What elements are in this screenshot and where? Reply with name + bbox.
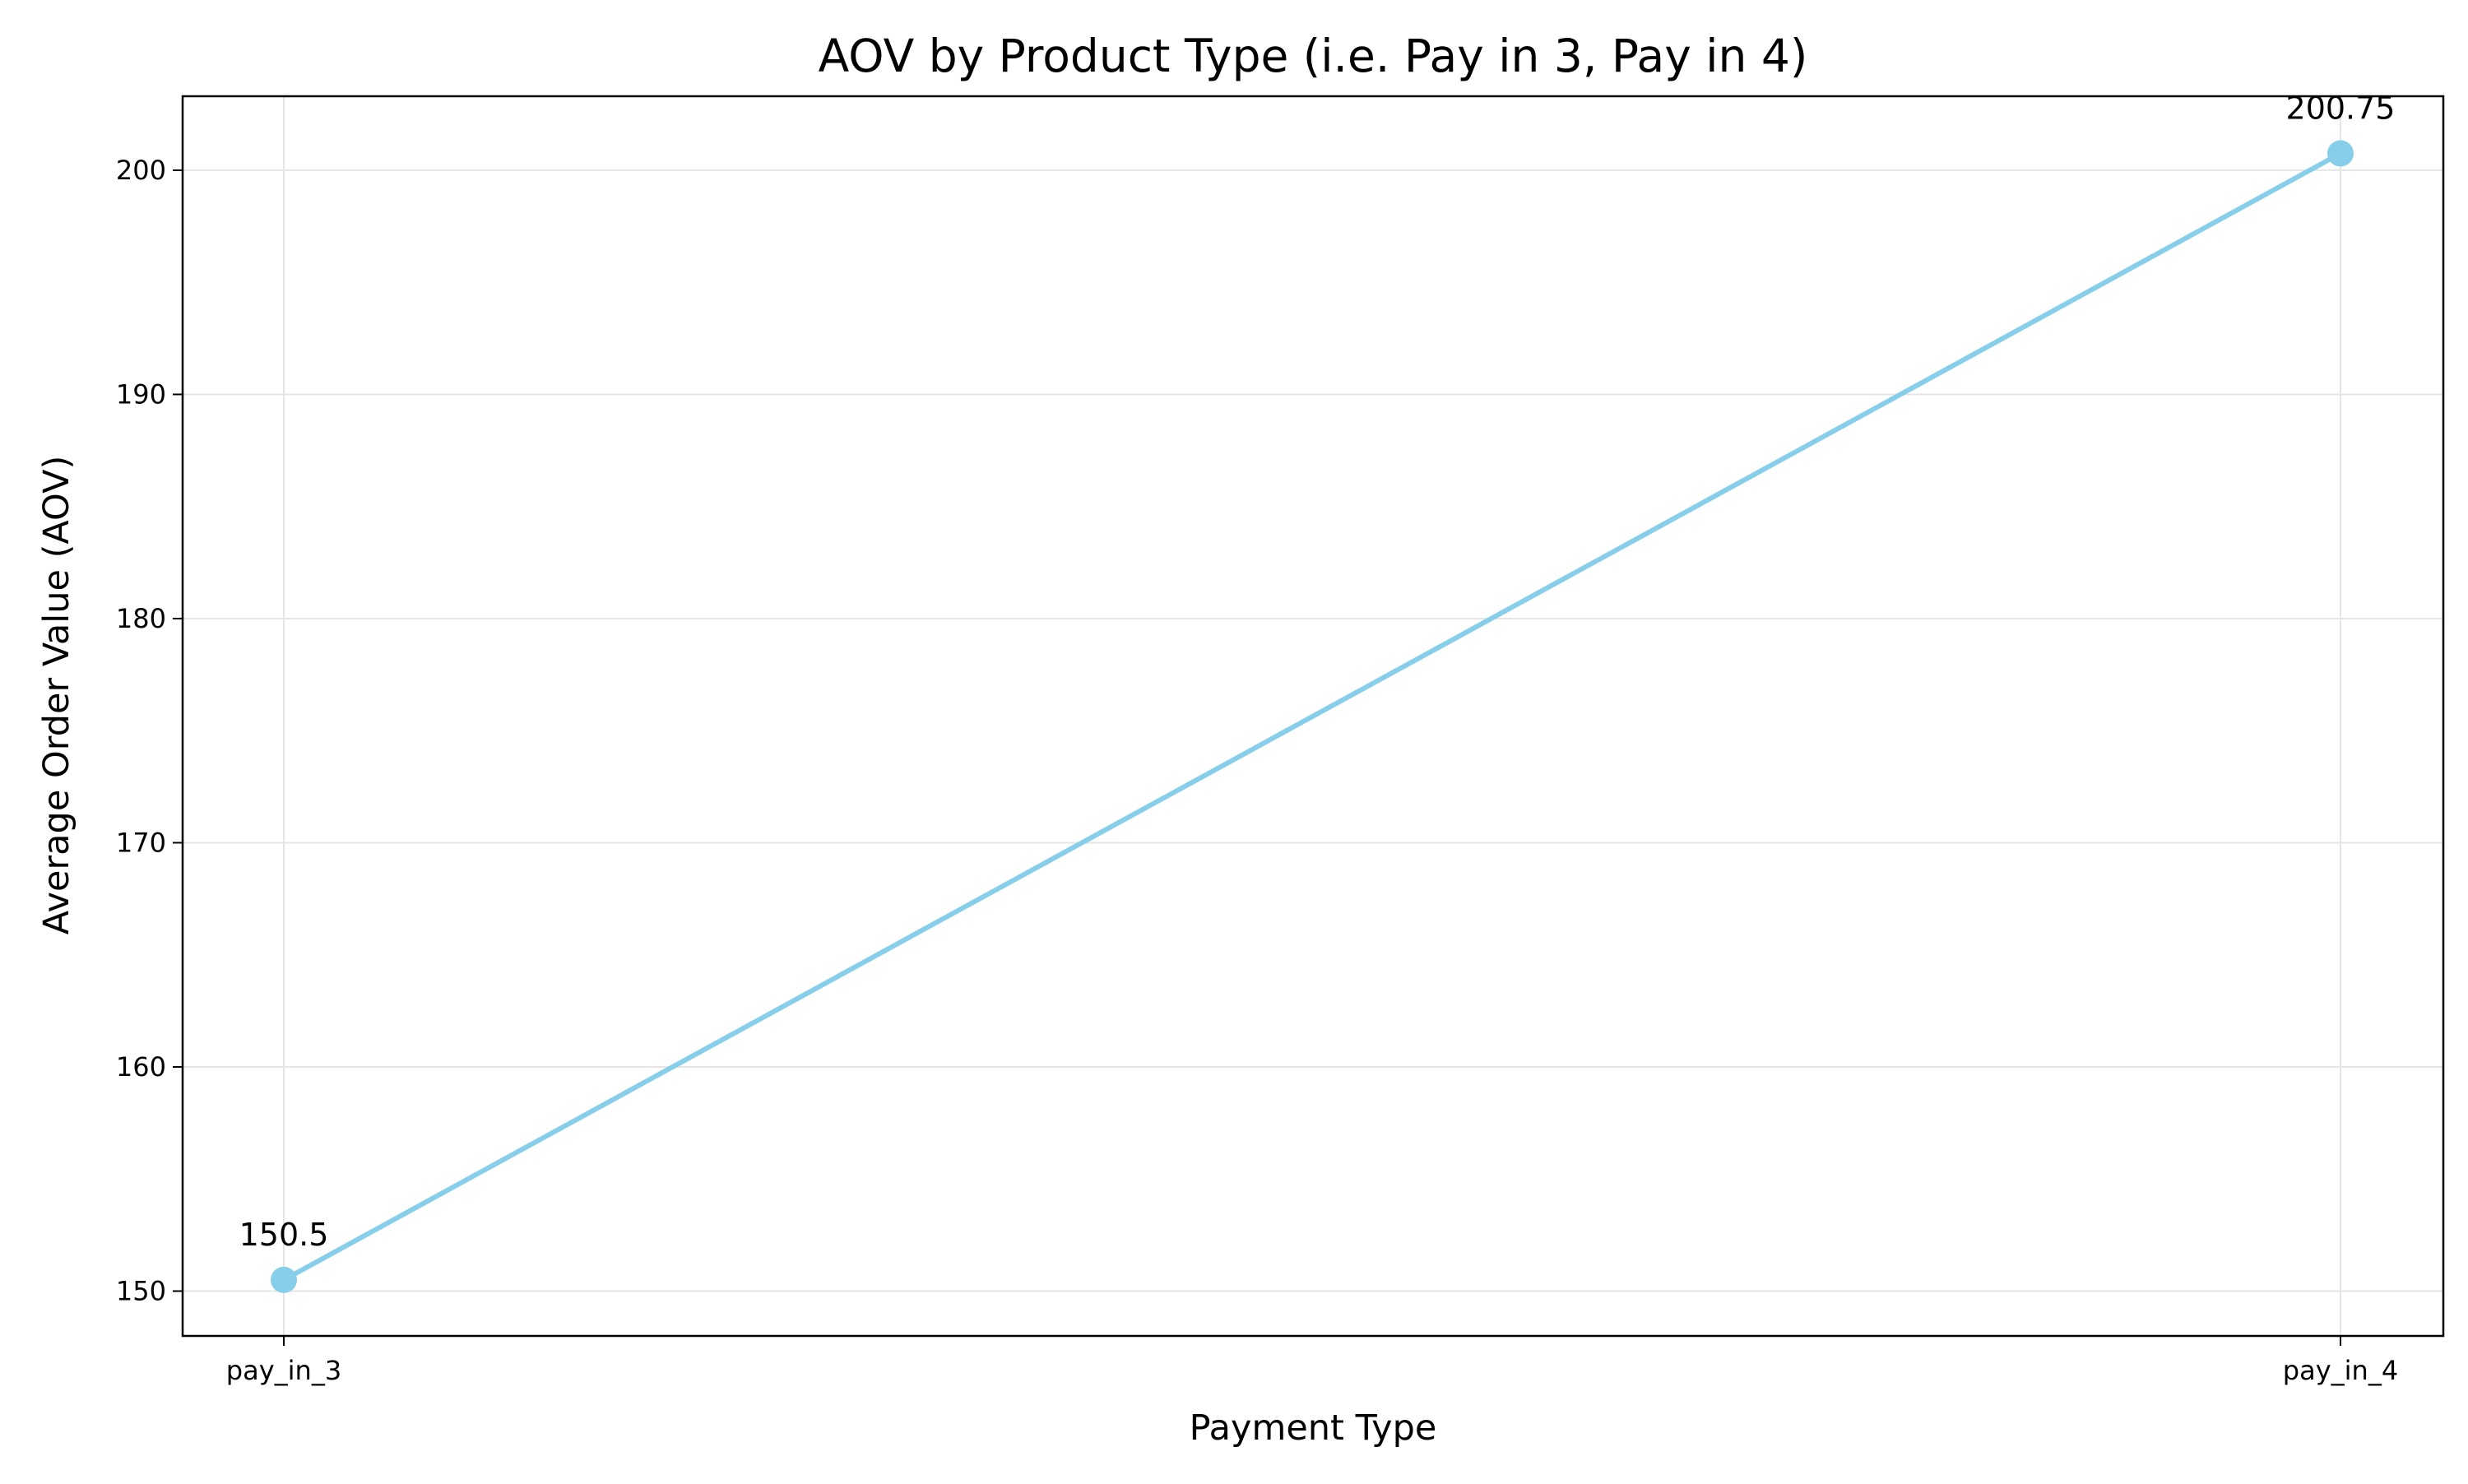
y-tick-label: 150: [116, 1275, 166, 1306]
y-axis-ticks: 150 160 170 180 190 200: [116, 155, 183, 1306]
data-label: 200.75: [2286, 90, 2396, 126]
series-line: [281, 151, 2343, 1282]
y-tick-label: 170: [116, 827, 166, 858]
y-tick-label: 180: [116, 603, 166, 634]
y-tick-label: 200: [116, 155, 166, 186]
series-lines: [281, 151, 2343, 1282]
grid-lines: [183, 96, 2443, 1336]
y-axis-title: Average Order Value (AOV): [36, 456, 77, 935]
data-point: [271, 1266, 297, 1293]
x-axis-title: Payment Type: [1190, 1407, 1437, 1449]
data-label: 150.5: [239, 1217, 329, 1253]
plot-frame: [181, 95, 2445, 1338]
x-tick-label: pay_in_3: [226, 1355, 341, 1386]
data-labels: 150.5 200.75: [239, 90, 2396, 1252]
chart-title: AOV by Product Type (i.e. Pay in 3, Pay …: [819, 30, 1808, 82]
y-tick-label: 160: [116, 1051, 166, 1083]
series-markers: [271, 140, 2354, 1293]
y-tick-label: 190: [116, 378, 166, 410]
data-point: [2327, 140, 2354, 167]
x-tick-label: pay_in_4: [2283, 1355, 2398, 1386]
x-axis-ticks: pay_in_3 pay_in_4: [226, 1336, 2398, 1386]
